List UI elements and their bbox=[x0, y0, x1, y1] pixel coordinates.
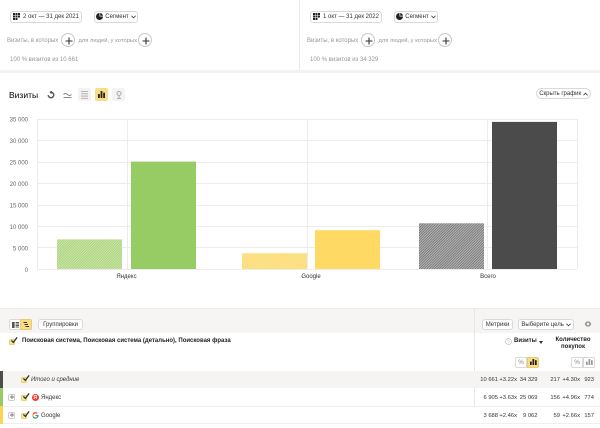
svg-text:30 000: 30 000 bbox=[10, 139, 29, 145]
svg-text:0: 0 bbox=[25, 268, 29, 274]
svg-text:Всего: Всего bbox=[480, 274, 496, 280]
svg-text:20 000: 20 000 bbox=[10, 182, 29, 188]
svg-text:10 000: 10 000 bbox=[10, 225, 29, 231]
svg-text:35 000: 35 000 bbox=[10, 118, 29, 124]
svg-text:15 000: 15 000 bbox=[10, 204, 29, 210]
svg-text:Яндекс: Яндекс bbox=[116, 274, 136, 280]
svg-text:?: ? bbox=[507, 339, 510, 344]
svg-text:25 000: 25 000 bbox=[10, 161, 29, 167]
svg-text:5 000: 5 000 bbox=[13, 247, 29, 253]
svg-text:Google: Google bbox=[301, 274, 321, 280]
